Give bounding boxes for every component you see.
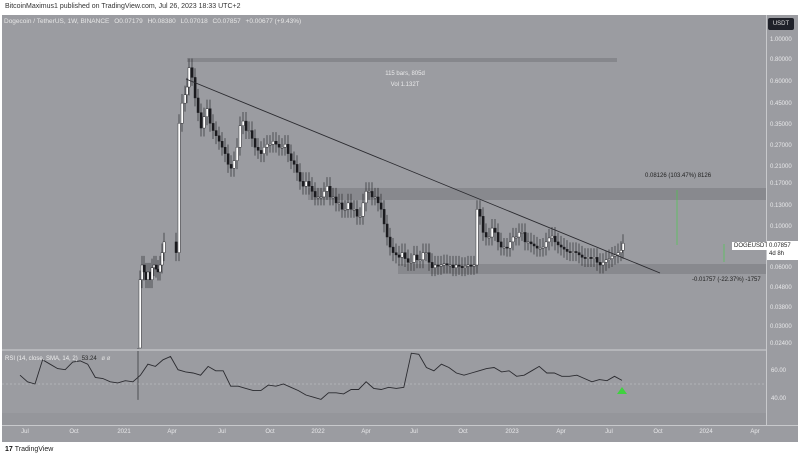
range-volume-label: Vol 1.132T	[390, 82, 420, 88]
rsi-tick: 60.00	[771, 368, 787, 374]
rsi-tick: 40.00	[771, 396, 787, 402]
time-tick: Oct	[653, 429, 663, 435]
ohlc-low: L0.07018	[180, 18, 208, 25]
price-tick: 0.27000	[770, 143, 792, 149]
range-measure-bar[interactable]	[187, 58, 617, 62]
time-tick: 2023	[505, 429, 519, 435]
ohlc-open: O0.07179	[114, 18, 143, 25]
ohlc-close: C0.07857	[212, 18, 241, 25]
descending-trendline[interactable]	[185, 78, 661, 274]
price-tick: 0.03800	[770, 305, 792, 311]
publisher-line: BitcoinMaximus1 published on TradingView…	[5, 3, 241, 10]
green-triangle-icon	[617, 387, 627, 394]
rsi-value: 53.24	[81, 356, 97, 362]
rsi-lower-band	[2, 413, 766, 425]
price-tick: 0.06000	[770, 265, 792, 271]
symbol-legend[interactable]: Dogecoin / TetherUS, 1W, BINANCE O0.0717…	[4, 18, 304, 25]
price-axis[interactable]	[766, 15, 798, 425]
chart-frame[interactable]	[2, 15, 798, 442]
price-tick: 0.03000	[770, 324, 792, 330]
time-axis[interactable]	[2, 425, 798, 442]
currency-button[interactable]: USDT	[768, 18, 794, 30]
time-tick: Oct	[458, 429, 468, 435]
bar-countdown: 4d 8h	[769, 251, 785, 257]
time-tick: Apr	[556, 429, 566, 435]
symbol-price-label: DOGEUSDT	[732, 242, 771, 250]
price-tick: 0.10000	[770, 224, 792, 230]
time-tick: Apr	[750, 429, 760, 435]
time-tick: Apr	[361, 429, 371, 435]
time-tick: Jul	[410, 429, 418, 435]
current-price-tag: 0.07857 4d 8h	[767, 241, 798, 260]
symbol-name: Dogecoin / TetherUS, 1W, BINANCE	[4, 18, 110, 25]
ohlc-high: H0.08380	[147, 18, 176, 25]
downside-measure-label: -0.01757 (-22.37%) -1757	[692, 277, 761, 283]
price-tick: 0.04800	[770, 285, 792, 291]
rsi-extra: ø ø	[101, 356, 111, 362]
time-tick: Jul	[605, 429, 613, 435]
time-tick: 2024	[699, 429, 713, 435]
price-tick: 0.02400	[770, 341, 792, 347]
price-tick: 0.60000	[770, 79, 792, 85]
rsi-legend[interactable]: RSI (14, close, SMA, 14, 2) 53.24 ø ø	[5, 356, 110, 362]
rsi-title: RSI (14, close, SMA, 14, 2)	[5, 356, 78, 362]
support-zone[interactable]	[398, 264, 766, 274]
price-tick: 0.80000	[770, 57, 792, 63]
footer-brand: TradingView	[14, 446, 54, 453]
range-bars-label: 115 bars, 805d	[385, 71, 425, 77]
price-tick: 1.00000	[770, 37, 792, 43]
footer: 17 TradingView	[5, 446, 53, 453]
time-tick: Oct	[69, 429, 79, 435]
price-tick: 0.45000	[770, 101, 792, 107]
candlesticks	[137, 58, 625, 400]
time-tick: Jul	[218, 429, 226, 435]
ohlc-change: +0.00677 (+9.43%)	[245, 18, 302, 25]
resistance-zone[interactable]	[308, 188, 766, 200]
time-tick: Oct	[265, 429, 275, 435]
time-tick: Apr	[167, 429, 177, 435]
price-tick: 0.13000	[770, 203, 792, 209]
price-tick: 0.21000	[770, 164, 792, 170]
pane-separator[interactable]	[2, 349, 766, 351]
time-tick: Jul	[21, 429, 29, 435]
time-tick: 2021	[117, 429, 131, 435]
price-tick: 0.17000	[770, 181, 792, 187]
time-tick: 2022	[311, 429, 325, 435]
rsi-line	[19, 352, 623, 400]
upside-measure-label: 0.08126 (103.47%) 8126	[645, 173, 712, 179]
current-price: 0.07857	[769, 243, 791, 249]
price-tick: 0.35000	[770, 122, 792, 128]
tradingview-logo-icon: 17	[5, 446, 13, 453]
